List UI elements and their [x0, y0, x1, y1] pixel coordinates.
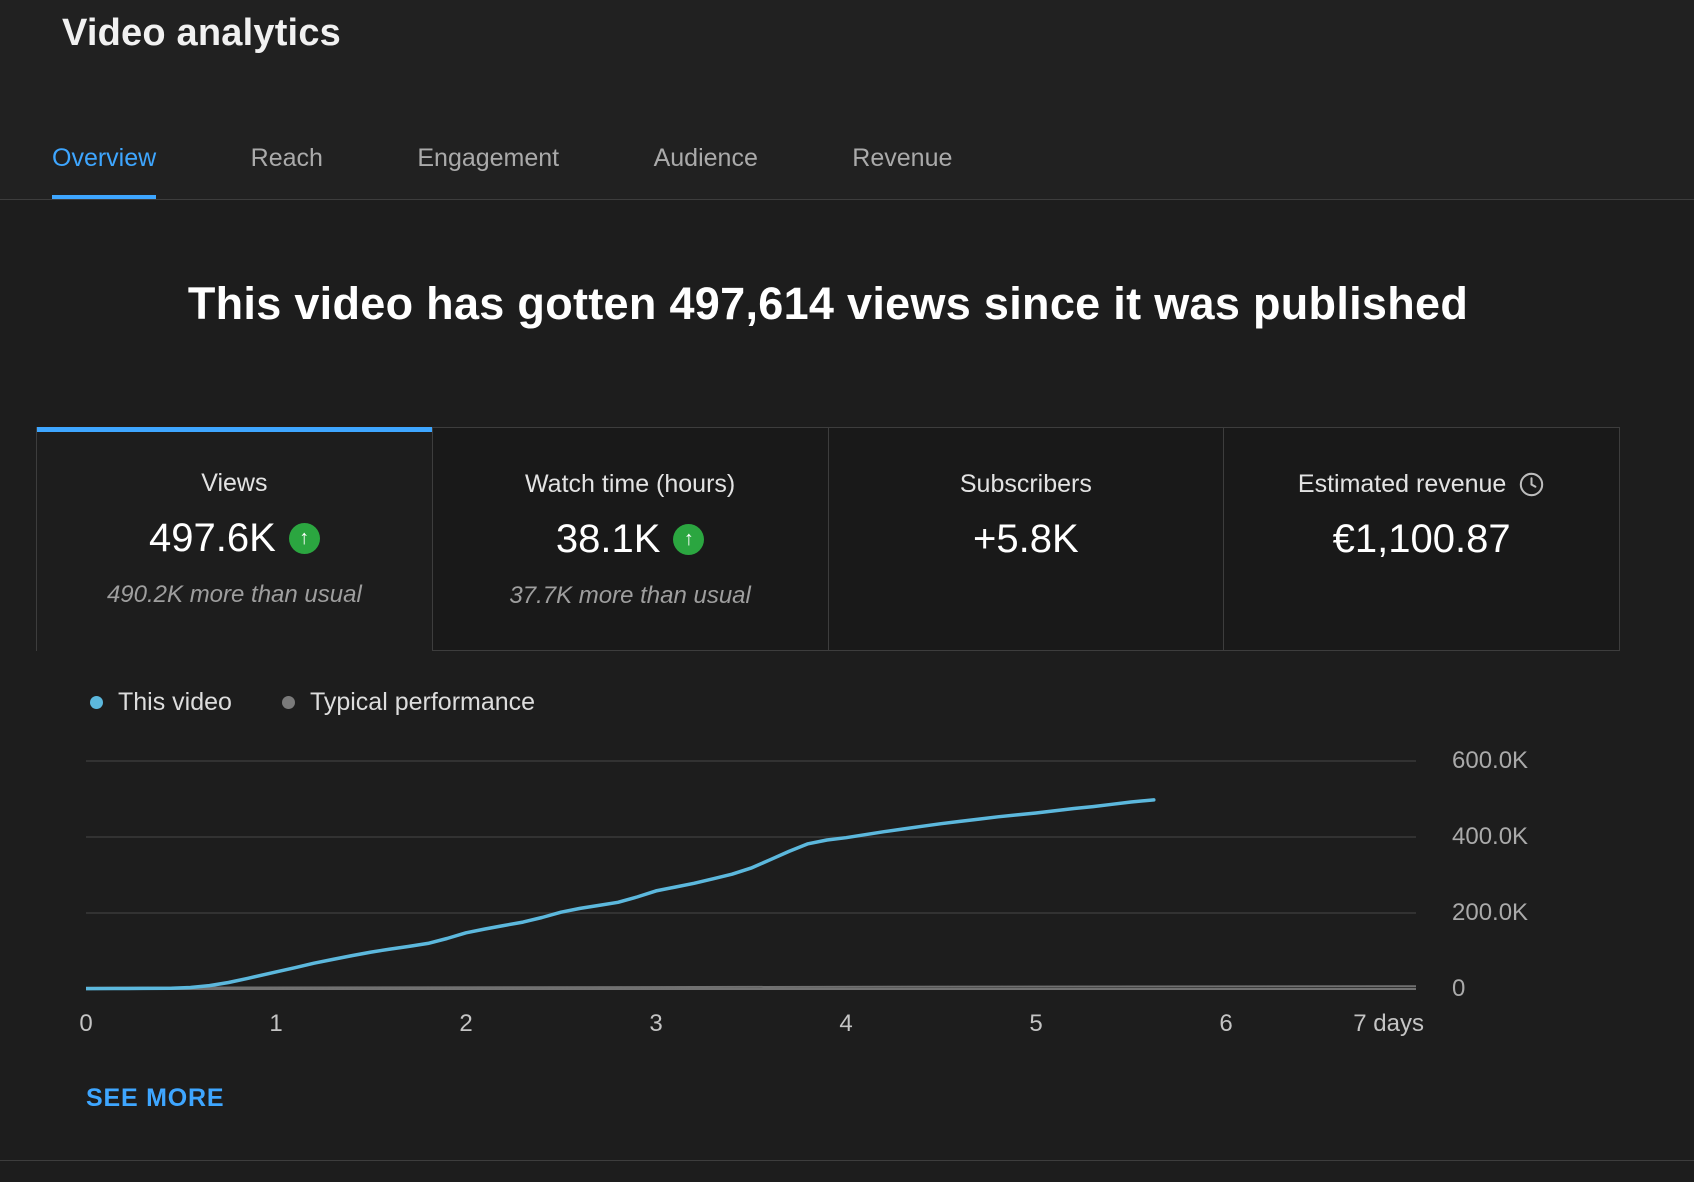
trend-up-icon: ↑ — [673, 524, 705, 555]
clock-icon — [1520, 472, 1544, 497]
views-card-value-row: 497.6K ↑ — [37, 516, 432, 561]
line-chart-svg — [86, 760, 1416, 991]
views-card-title: Views — [201, 469, 268, 497]
watch-time-card-subtitle: 37.7K more than usual — [509, 582, 751, 609]
views-card-value: 497.6K — [148, 516, 276, 560]
y-axis-label: 600.0K — [1452, 747, 1529, 774]
estimated-revenue-card[interactable]: Estimated revenue €1,100.87 — [1224, 427, 1620, 651]
x-axis-label: 4 — [839, 1010, 853, 1037]
typical-performance-dot-icon — [281, 696, 295, 709]
subscribers-card-value-row: +5.8K — [829, 517, 1224, 562]
views-line-chart[interactable] — [86, 745, 1416, 993]
tab-reach[interactable]: Reach — [250, 144, 323, 172]
watch-time-card-title: Watch time (hours) — [525, 470, 736, 498]
y-axis-label: 200.0K — [1452, 899, 1529, 926]
trend-up-icon: ↑ — [288, 523, 320, 554]
watch-time-card[interactable]: Watch time (hours) 38.1K ↑ 37.7K more th… — [432, 427, 829, 651]
views-card-subtitle: 490.2K more than usual — [106, 581, 362, 608]
subscribers-card[interactable]: Subscribers +5.8K — [828, 427, 1225, 651]
estimated-revenue-card-value-row: €1,100.87 — [1224, 517, 1619, 562]
estimated-revenue-title-text: Estimated revenue — [1297, 470, 1507, 498]
x-axis-label: 2 — [459, 1010, 473, 1037]
y-axis-label: 0 — [1452, 975, 1466, 1002]
watch-time-card-value-row: 38.1K ↑ — [433, 517, 828, 562]
subscribers-card-title: Subscribers — [959, 470, 1092, 498]
y-axis-label: 400.0K — [1452, 823, 1529, 850]
views-card[interactable]: Views 497.6K ↑ 490.2K more than usual — [36, 427, 433, 651]
estimated-revenue-card-title: Estimated revenue — [1224, 470, 1619, 499]
metric-cards: Views 497.6K ↑ 490.2K more than usual Wa… — [36, 427, 1620, 651]
subscribers-card-value: +5.8K — [973, 517, 1079, 561]
views-headline: This video has gotten 497,614 views sinc… — [187, 278, 1469, 329]
x-axis-label: 7 days — [1353, 1010, 1424, 1037]
tab-overview[interactable]: Overview — [52, 144, 157, 199]
legend-label: Typical performance — [309, 688, 536, 716]
x-axis-label: 0 — [79, 1010, 93, 1037]
tab-engagement[interactable]: Engagement — [417, 144, 560, 172]
legend-item-typical-performance[interactable]: Typical performance — [281, 688, 536, 717]
x-axis-label: 1 — [269, 1010, 283, 1037]
tab-audience[interactable]: Audience — [653, 144, 758, 172]
x-axis-label: 5 — [1029, 1010, 1043, 1037]
chart-legend: This video Typical performance — [90, 688, 535, 717]
bottom-divider — [0, 1160, 1694, 1161]
this-video-dot-icon — [90, 696, 103, 709]
page-title: Video analytics — [62, 12, 341, 54]
legend-item-this-video[interactable]: This video — [90, 688, 232, 717]
analytics-tab-bar: Overview Reach Engagement Audience Reven… — [52, 144, 1042, 199]
see-more-link[interactable]: SEE MORE — [86, 1084, 225, 1112]
tab-revenue[interactable]: Revenue — [852, 144, 953, 172]
legend-label: This video — [118, 688, 232, 716]
header: Video analytics Overview Reach Engagemen… — [0, 0, 1694, 200]
x-axis-label: 3 — [649, 1010, 663, 1037]
x-axis-label: 6 — [1219, 1010, 1233, 1037]
watch-time-card-value: 38.1K — [555, 517, 661, 561]
estimated-revenue-card-value: €1,100.87 — [1332, 517, 1511, 561]
